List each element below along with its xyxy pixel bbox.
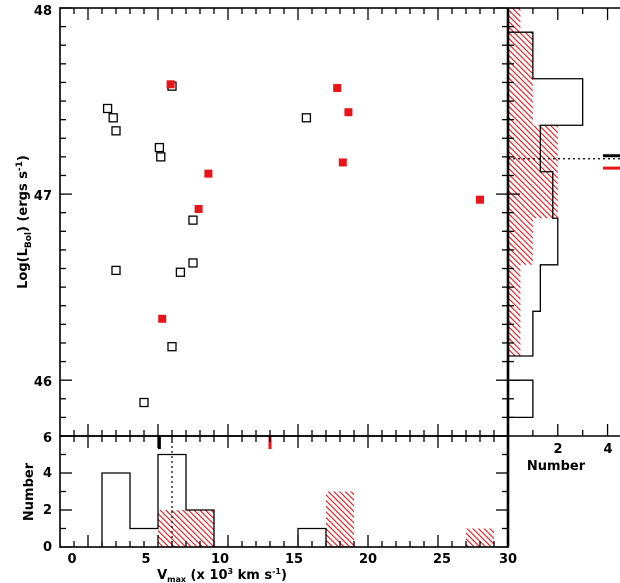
x-tick-label: 15	[285, 552, 303, 567]
x-tick-label: 20	[359, 552, 377, 567]
x-tick-label: 10	[211, 552, 229, 567]
y-label-end: )	[16, 155, 31, 161]
filled-point	[158, 314, 167, 323]
x-tick-label: 25	[433, 552, 451, 567]
right-histogram	[508, 8, 584, 436]
bottom-x-axis-label: Vmax (x 103 km s-1)	[157, 567, 287, 583]
hatched-bar	[508, 218, 533, 265]
x-tick-label: 0	[67, 552, 76, 567]
scatter-points	[102, 80, 484, 408]
hatched-bar	[508, 8, 521, 33]
x-label-sup2: -1	[272, 567, 281, 576]
hatched-bar	[466, 528, 494, 547]
x-tick-label: 2	[553, 442, 562, 457]
open-point	[188, 215, 198, 225]
bottom-histogram	[101, 453, 494, 547]
filled-point	[204, 169, 213, 178]
open-point	[188, 258, 198, 268]
x-label-end: km s	[233, 568, 272, 583]
bottom-y-tick-labels: 0 2 4 6	[43, 431, 52, 555]
bottom-panel-frame	[59, 435, 509, 548]
y-tick-label: 46	[34, 375, 52, 390]
open-point	[301, 113, 312, 123]
y-tick-label: 48	[34, 4, 52, 19]
x-label-sup: 3	[228, 567, 234, 576]
y-label-sup: -1	[15, 161, 25, 171]
open-point	[102, 103, 113, 114]
filled-point	[476, 195, 484, 204]
filled-point	[194, 204, 203, 213]
x-label-close: )	[281, 568, 287, 583]
open-point	[175, 267, 186, 277]
filled-point	[338, 158, 347, 167]
hatched-bar	[508, 32, 533, 126]
y-label-sub: Bol	[24, 232, 34, 248]
main-panel-frame	[59, 7, 509, 437]
open-point	[108, 113, 118, 123]
hatched-bar	[326, 491, 354, 547]
right-x-axis-label: Number	[527, 459, 586, 474]
open-point	[111, 265, 121, 276]
y-tick-label: 2	[43, 503, 52, 518]
open-point	[111, 126, 121, 136]
axis-ticks	[60, 7, 609, 548]
x-tick-label: 30	[499, 552, 517, 567]
y-tick-label: 6	[43, 431, 52, 446]
x-label-main: V	[157, 568, 167, 583]
bottom-y-axis-label: Number	[22, 462, 37, 521]
filled-point	[344, 108, 353, 117]
outline-histogram	[508, 31, 584, 436]
y-tick-label: 4	[43, 466, 52, 481]
main-y-axis-label: Log(LBol) (ergs s-1)	[15, 155, 34, 289]
filled-point	[166, 80, 175, 89]
y-label-main: Log(L	[16, 248, 31, 289]
hatched-bar	[508, 264, 521, 356]
y-tick-label: 47	[34, 189, 52, 204]
x-tick-label: 4	[603, 442, 612, 457]
open-point	[154, 142, 165, 153]
bottom-x-tick-labels: 0 5 10 15 20 25 30	[67, 552, 517, 567]
y-label-close: ) (ergs s	[16, 171, 31, 232]
open-point	[167, 342, 177, 352]
x-tick-label: 5	[141, 552, 150, 567]
y-tick-label: 0	[43, 540, 52, 555]
right-x-tick-labels: 2 4	[553, 442, 612, 457]
x-label-rest: (x 10	[186, 568, 227, 583]
filled-point	[333, 84, 342, 93]
outline-histogram	[101, 453, 354, 547]
hatched-bar	[158, 510, 214, 547]
open-point	[156, 152, 166, 162]
open-point	[139, 397, 149, 408]
axis-labels: 46 47 48 0 2 4 6 0 5 10 15 20 25 30 2 4 …	[15, 4, 613, 583]
main-y-tick-labels: 46 47 48	[34, 4, 52, 390]
x-label-sub: max	[167, 575, 187, 583]
